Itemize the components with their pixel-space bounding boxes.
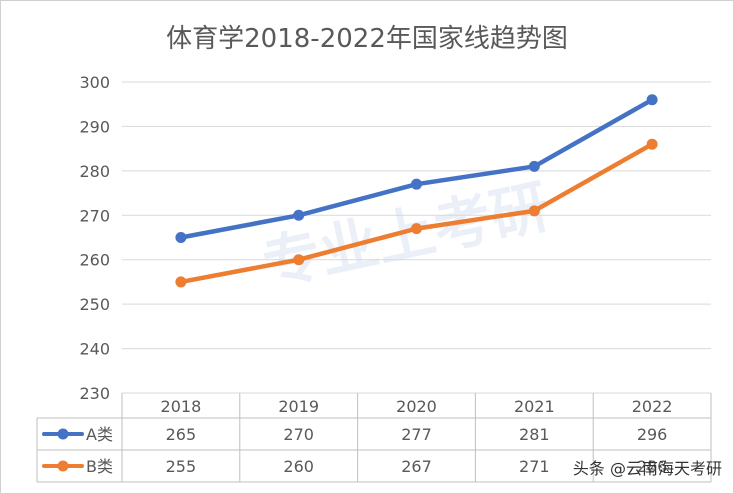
x-tick-label-2021: 2021: [514, 397, 555, 416]
data-cell-1-4: 286: [637, 457, 668, 476]
data-point-0-0: [175, 232, 187, 243]
legend-key-marker-0: [57, 428, 69, 440]
data-point-0-3: [528, 160, 540, 172]
y-tick-label-260: 260: [79, 251, 110, 270]
watermark-caption: 头条 @云南海天考研: [573, 459, 722, 478]
data-cell-0-4: 296: [637, 425, 668, 444]
x-tick-label-2018: 2018: [161, 397, 202, 416]
data-point-0-1: [293, 209, 305, 221]
y-tick-label-240: 240: [79, 340, 110, 359]
data-cell-1-3: 271: [519, 457, 550, 476]
legend-key-1: [42, 460, 84, 472]
x-tick-label-2019: 2019: [278, 397, 319, 416]
legend-key-0: [42, 428, 84, 440]
y-tick-label-270: 270: [79, 206, 110, 225]
data-point-0-2: [411, 178, 422, 190]
legend-label-0: A类: [86, 425, 113, 444]
data-cell-1-1: 260: [283, 457, 314, 476]
y-axis: 300 290 280 270 260 250 240 230: [79, 73, 110, 403]
data-cell-0-2: 277: [401, 425, 432, 444]
y-tick-label-250: 250: [79, 295, 110, 314]
x-tick-label-2020: 2020: [396, 397, 437, 416]
watermark-logo: 专业上考研: [257, 172, 555, 299]
series-layer: [175, 94, 658, 288]
data-cell-1-2: 267: [401, 457, 432, 476]
y-tick-label-290: 290: [79, 117, 110, 136]
data-point-1-3: [528, 205, 540, 217]
data-table: 2018 2019 2020 2021 2022 A类 265 270 277 281 296 B类 2…: [36, 393, 712, 483]
chart-title: 体育学2018-2022年国家线趋势图: [166, 24, 568, 54]
legend-label-1: B类: [86, 457, 113, 476]
y-tick-label-230: 230: [79, 384, 110, 403]
gridlines: [122, 81, 711, 394]
data-point-1-2: [411, 223, 422, 235]
legend-key-marker-1: [57, 460, 69, 472]
data-cell-0-1: 270: [283, 425, 314, 444]
x-tick-label-2022: 2022: [632, 397, 673, 416]
data-cell-0-0: 265: [166, 425, 197, 444]
y-tick-label-280: 280: [79, 162, 110, 181]
data-point-1-0: [175, 276, 187, 288]
data-point-1-4: [646, 138, 658, 150]
data-cell-0-3: 281: [519, 425, 550, 444]
data-point-1-1: [293, 254, 305, 266]
y-tick-label-300: 300: [79, 73, 110, 92]
data-cell-1-0: 255: [166, 457, 197, 476]
data-point-0-4: [646, 94, 658, 106]
